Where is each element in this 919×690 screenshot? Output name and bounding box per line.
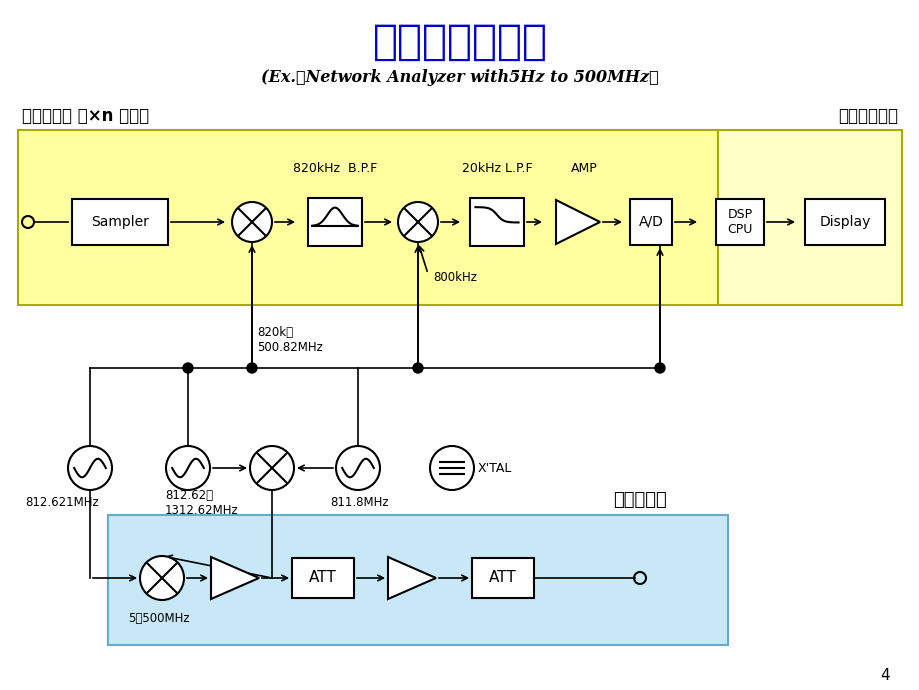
Text: 处理器功能块: 处理器功能块 <box>837 107 897 125</box>
Text: Display: Display <box>819 215 869 229</box>
Text: 812.621MHz: 812.621MHz <box>25 497 98 509</box>
Text: Sampler: Sampler <box>91 215 149 229</box>
Circle shape <box>335 446 380 490</box>
Text: 812.62～
1312.62MHz: 812.62～ 1312.62MHz <box>165 489 239 517</box>
Polygon shape <box>388 557 436 599</box>
Text: 20kHz L.P.F: 20kHz L.P.F <box>461 161 532 175</box>
Bar <box>630 199 671 245</box>
Text: 800kHz: 800kHz <box>433 271 476 284</box>
Bar <box>291 558 354 598</box>
Bar <box>308 198 361 246</box>
Bar <box>471 558 533 598</box>
Polygon shape <box>555 200 599 244</box>
Circle shape <box>140 556 184 600</box>
Circle shape <box>398 202 437 242</box>
Circle shape <box>183 363 193 373</box>
Circle shape <box>68 446 112 490</box>
Polygon shape <box>210 557 259 599</box>
Text: 输入功能块 （×n 通道）: 输入功能块 （×n 通道） <box>22 107 149 125</box>
Bar <box>717 130 901 305</box>
Text: ATT: ATT <box>309 571 336 586</box>
Bar <box>470 198 524 246</box>
Text: 5～500MHz: 5～500MHz <box>128 611 189 624</box>
Bar <box>18 130 717 305</box>
Text: A/D: A/D <box>638 215 663 229</box>
Text: (Ex.：Network Analyzer with5Hz to 500MHz）: (Ex.：Network Analyzer with5Hz to 500MHz） <box>261 70 658 86</box>
Bar <box>804 199 884 245</box>
Circle shape <box>246 363 256 373</box>
Text: 4: 4 <box>879 667 889 682</box>
Text: 811.8MHz: 811.8MHz <box>330 497 388 509</box>
Bar <box>108 515 727 645</box>
Bar <box>715 199 763 245</box>
Text: 820k～
500.82MHz: 820k～ 500.82MHz <box>256 326 323 354</box>
Circle shape <box>654 363 664 373</box>
Text: X'TAL: X'TAL <box>478 462 512 475</box>
Circle shape <box>165 446 210 490</box>
Text: ATT: ATT <box>489 571 516 586</box>
Circle shape <box>232 202 272 242</box>
Text: 网络分析仪原理: 网络分析仪原理 <box>372 21 547 63</box>
Circle shape <box>250 446 294 490</box>
Bar <box>72 199 168 245</box>
Text: AMP: AMP <box>570 161 596 175</box>
Circle shape <box>413 363 423 373</box>
Text: DSP
CPU: DSP CPU <box>727 208 752 236</box>
Circle shape <box>429 446 473 490</box>
Text: 820kHz  B.P.F: 820kHz B.P.F <box>292 161 377 175</box>
Text: 输出功能块: 输出功能块 <box>612 491 666 509</box>
